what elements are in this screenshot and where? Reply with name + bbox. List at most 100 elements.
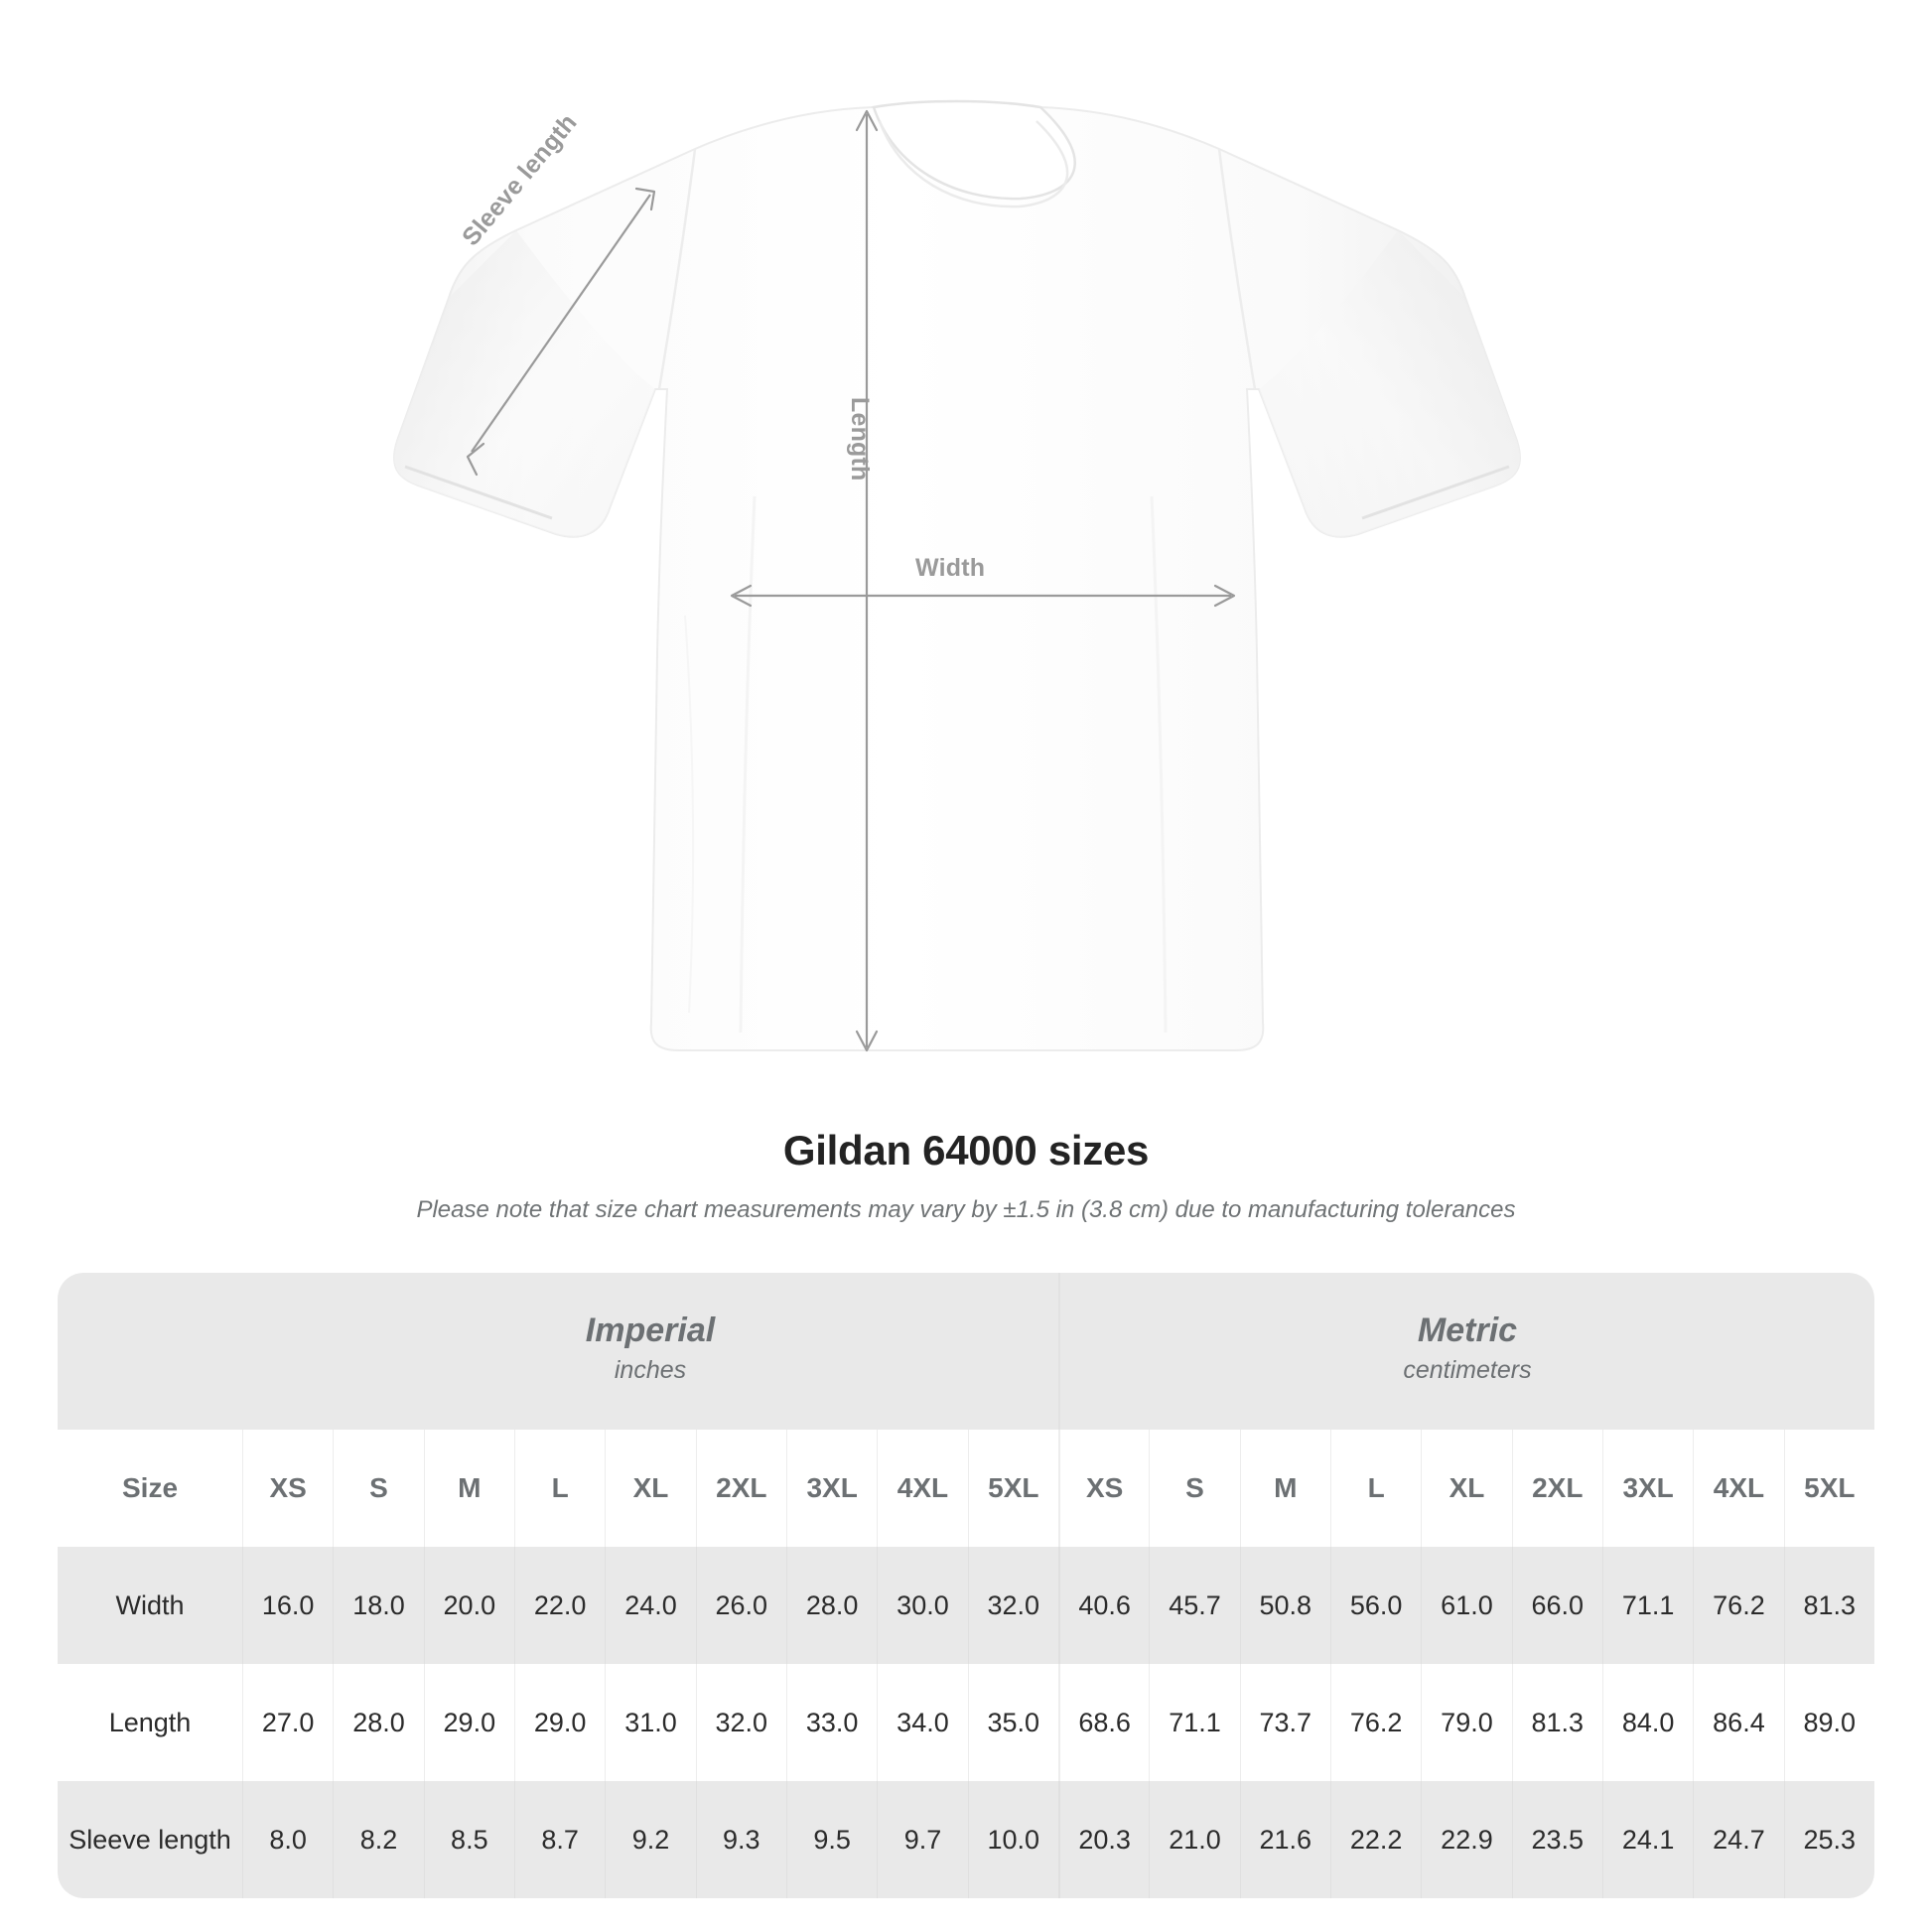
cell-length-4xl: 34.0 — [877, 1664, 968, 1781]
cell-width-2xl-cm: 66.0 — [1511, 1547, 1602, 1664]
cell-length-s-cm: 71.1 — [1149, 1664, 1240, 1781]
cell-width-m-cm: 50.8 — [1239, 1547, 1330, 1664]
sleeve-length-arrow-icon — [466, 187, 656, 477]
header-size-2xl: 2XL — [695, 1430, 786, 1547]
cell-sleeve-l: 8.7 — [513, 1781, 606, 1898]
header-size-5xl-metric: 5XL — [1783, 1430, 1874, 1547]
cell-length-xl: 31.0 — [605, 1664, 696, 1781]
table-row: Length 27.0 28.0 29.0 29.0 31.0 32.0 33.… — [58, 1664, 1874, 1781]
chart-heading-block: Gildan 64000 sizes Please note that size… — [0, 1127, 1932, 1224]
row-label-width: Width — [58, 1547, 242, 1664]
cell-length-xs: 27.0 — [242, 1664, 334, 1781]
cell-length-xl-cm: 79.0 — [1421, 1664, 1512, 1781]
cell-length-m-cm: 73.7 — [1239, 1664, 1330, 1781]
cell-length-l: 29.0 — [513, 1664, 606, 1781]
page-title: Gildan 64000 sizes — [782, 1127, 1150, 1173]
cell-width-xl: 24.0 — [605, 1547, 696, 1664]
cell-sleeve-xs-cm: 20.3 — [1057, 1781, 1150, 1898]
cell-length-m: 29.0 — [423, 1664, 514, 1781]
cell-width-xs: 16.0 — [242, 1547, 334, 1664]
cell-width-s: 18.0 — [333, 1547, 424, 1664]
table-header-row: Size XS S M L XL 2XL 3XL 4XL 5XL XS S M … — [58, 1430, 1874, 1547]
cell-length-4xl-cm: 86.4 — [1693, 1664, 1784, 1781]
header-size-m-metric: M — [1239, 1430, 1330, 1547]
cell-sleeve-2xl-cm: 23.5 — [1511, 1781, 1602, 1898]
header-size-xl: XL — [605, 1430, 696, 1547]
cell-width-2xl: 26.0 — [695, 1547, 786, 1664]
unit-banner-row: Imperial inches Metric centimeters — [58, 1273, 1874, 1430]
cell-width-5xl-cm: 81.3 — [1783, 1547, 1874, 1664]
length-dimension-label: Length — [846, 397, 874, 482]
cell-sleeve-xl: 9.2 — [605, 1781, 696, 1898]
cell-sleeve-xl-cm: 22.9 — [1421, 1781, 1512, 1898]
header-size-5xl: 5XL — [967, 1430, 1058, 1547]
cell-length-5xl-cm: 89.0 — [1783, 1664, 1874, 1781]
cell-sleeve-3xl-cm: 24.1 — [1601, 1781, 1694, 1898]
size-chart-table: Imperial inches Metric centimeters Size … — [58, 1273, 1874, 1898]
cell-sleeve-s: 8.2 — [333, 1781, 424, 1898]
header-size-s-metric: S — [1149, 1430, 1240, 1547]
unit-banner-spacer — [58, 1273, 242, 1430]
unit-group-imperial-sub: inches — [614, 1356, 687, 1385]
size-table-container: Imperial inches Metric centimeters Size … — [58, 1273, 1874, 1898]
unit-group-metric: Metric centimeters — [1057, 1273, 1874, 1430]
row-label-sleeve-length: Sleeve length — [58, 1781, 242, 1898]
cell-length-xs-cm: 68.6 — [1057, 1664, 1150, 1781]
header-size-m: M — [423, 1430, 514, 1547]
cell-width-4xl-cm: 76.2 — [1693, 1547, 1784, 1664]
cell-width-xl-cm: 61.0 — [1421, 1547, 1512, 1664]
tshirt-illustration — [393, 99, 1521, 1052]
header-size-3xl: 3XL — [785, 1430, 878, 1547]
cell-width-s-cm: 45.7 — [1149, 1547, 1240, 1664]
cell-length-5xl: 35.0 — [967, 1664, 1058, 1781]
cell-width-4xl: 30.0 — [877, 1547, 968, 1664]
cell-sleeve-m: 8.5 — [423, 1781, 514, 1898]
header-size-s: S — [333, 1430, 424, 1547]
cell-width-m: 20.0 — [423, 1547, 514, 1664]
cell-width-3xl-cm: 71.1 — [1601, 1547, 1694, 1664]
cell-width-xs-cm: 40.6 — [1057, 1547, 1150, 1664]
cell-width-l: 22.0 — [513, 1547, 606, 1664]
cell-sleeve-5xl: 10.0 — [967, 1781, 1058, 1898]
cell-length-3xl: 33.0 — [785, 1664, 878, 1781]
unit-group-metric-sub: centimeters — [1403, 1356, 1532, 1385]
cell-sleeve-4xl: 9.7 — [877, 1781, 968, 1898]
cell-length-3xl-cm: 84.0 — [1601, 1664, 1694, 1781]
header-size-xs-metric: XS — [1057, 1430, 1150, 1547]
length-arrow-icon — [855, 109, 879, 1052]
cell-sleeve-xs: 8.0 — [242, 1781, 334, 1898]
header-size-3xl-metric: 3XL — [1601, 1430, 1694, 1547]
cell-sleeve-4xl-cm: 24.7 — [1693, 1781, 1784, 1898]
unit-group-imperial-name: Imperial — [585, 1311, 716, 1349]
header-size-l: L — [513, 1430, 606, 1547]
width-arrow-icon — [730, 584, 1236, 608]
header-size-label: Size — [58, 1430, 242, 1547]
cell-sleeve-5xl-cm: 25.3 — [1783, 1781, 1874, 1898]
tolerance-note: Please note that size chart measurements… — [416, 1196, 1516, 1223]
cell-width-3xl: 28.0 — [785, 1547, 878, 1664]
row-label-length: Length — [58, 1664, 242, 1781]
unit-group-metric-name: Metric — [1417, 1311, 1518, 1349]
cell-length-s: 28.0 — [333, 1664, 424, 1781]
table-row: Width 16.0 18.0 20.0 22.0 24.0 26.0 28.0… — [58, 1547, 1874, 1664]
cell-length-2xl-cm: 81.3 — [1511, 1664, 1602, 1781]
header-size-2xl-metric: 2XL — [1511, 1430, 1602, 1547]
header-size-xl-metric: XL — [1421, 1430, 1512, 1547]
width-dimension-label: Width — [915, 554, 986, 582]
table-row: Sleeve length 8.0 8.2 8.5 8.7 9.2 9.3 9.… — [58, 1781, 1874, 1898]
unit-group-imperial: Imperial inches — [242, 1273, 1058, 1430]
header-size-xs: XS — [242, 1430, 334, 1547]
cell-sleeve-2xl: 9.3 — [695, 1781, 786, 1898]
header-size-l-metric: L — [1329, 1430, 1422, 1547]
cell-length-2xl: 32.0 — [695, 1664, 786, 1781]
cell-sleeve-m-cm: 21.6 — [1239, 1781, 1330, 1898]
header-size-4xl-metric: 4XL — [1693, 1430, 1784, 1547]
cell-sleeve-3xl: 9.5 — [785, 1781, 878, 1898]
cell-sleeve-s-cm: 21.0 — [1149, 1781, 1240, 1898]
cell-sleeve-l-cm: 22.2 — [1329, 1781, 1422, 1898]
cell-width-5xl: 32.0 — [967, 1547, 1058, 1664]
cell-length-l-cm: 76.2 — [1329, 1664, 1422, 1781]
header-size-4xl: 4XL — [877, 1430, 968, 1547]
tshirt-diagram: Sleeve length Length Width — [393, 99, 1521, 1052]
